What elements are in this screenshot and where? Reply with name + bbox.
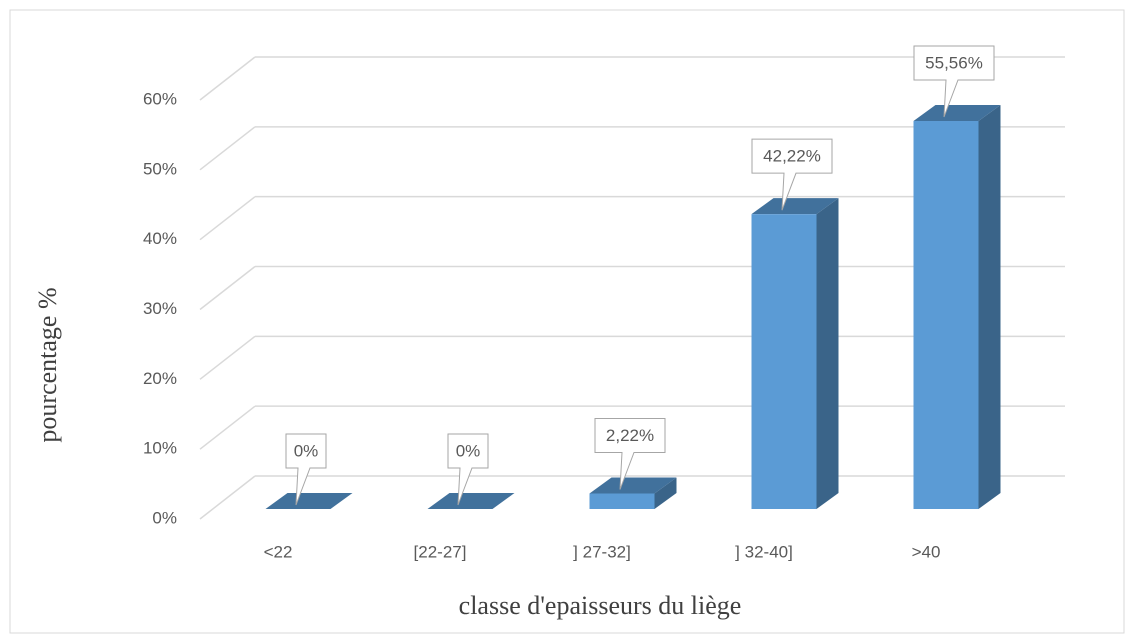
callout	[285, 433, 327, 506]
bar-top	[751, 198, 839, 215]
x-tick-label: ] 27-32]	[573, 542, 631, 561]
grid-line	[199, 405, 256, 450]
bar-side	[654, 477, 677, 509]
y-tick-label: 50%	[143, 159, 177, 178]
data-label: 0%	[456, 441, 481, 460]
callout	[447, 433, 489, 506]
y-tick-label: 0%	[152, 508, 177, 527]
bar	[913, 121, 979, 510]
bar	[751, 214, 817, 509]
y-tick-label: 20%	[143, 369, 177, 388]
bar-top	[913, 105, 1001, 122]
data-label: 42,22%	[763, 147, 821, 166]
grid-line	[199, 265, 256, 311]
bar-top	[427, 493, 515, 509]
grid-line	[199, 126, 256, 171]
x-tick-label: <22	[264, 542, 293, 561]
y-tick-label: 40%	[143, 229, 177, 248]
data-label: 0%	[294, 441, 319, 460]
grid-line	[199, 335, 256, 380]
bar	[589, 493, 655, 509]
y-tick-label: 30%	[143, 299, 177, 318]
data-label: 55,56%	[925, 53, 983, 72]
bar-top	[589, 477, 677, 494]
data-label: 2,22%	[606, 426, 654, 445]
y-axis-title: pourcentage %	[33, 287, 62, 442]
callout	[594, 417, 666, 490]
grid-line	[199, 475, 256, 520]
callout	[751, 138, 833, 211]
x-tick-label: [22-27]	[414, 542, 467, 561]
bar-top	[265, 493, 353, 509]
x-tick-label: >40	[912, 542, 941, 561]
bar-side	[816, 198, 839, 509]
x-tick-label: ] 32-40]	[735, 542, 793, 561]
callout	[913, 45, 995, 118]
x-axis-title: classe d'epaisseurs du liège	[459, 591, 742, 620]
grid-line	[199, 56, 256, 101]
grid-line	[199, 196, 256, 241]
y-tick-label: 10%	[143, 439, 177, 458]
bar-side	[978, 105, 1001, 510]
y-tick-label: 60%	[143, 89, 177, 108]
